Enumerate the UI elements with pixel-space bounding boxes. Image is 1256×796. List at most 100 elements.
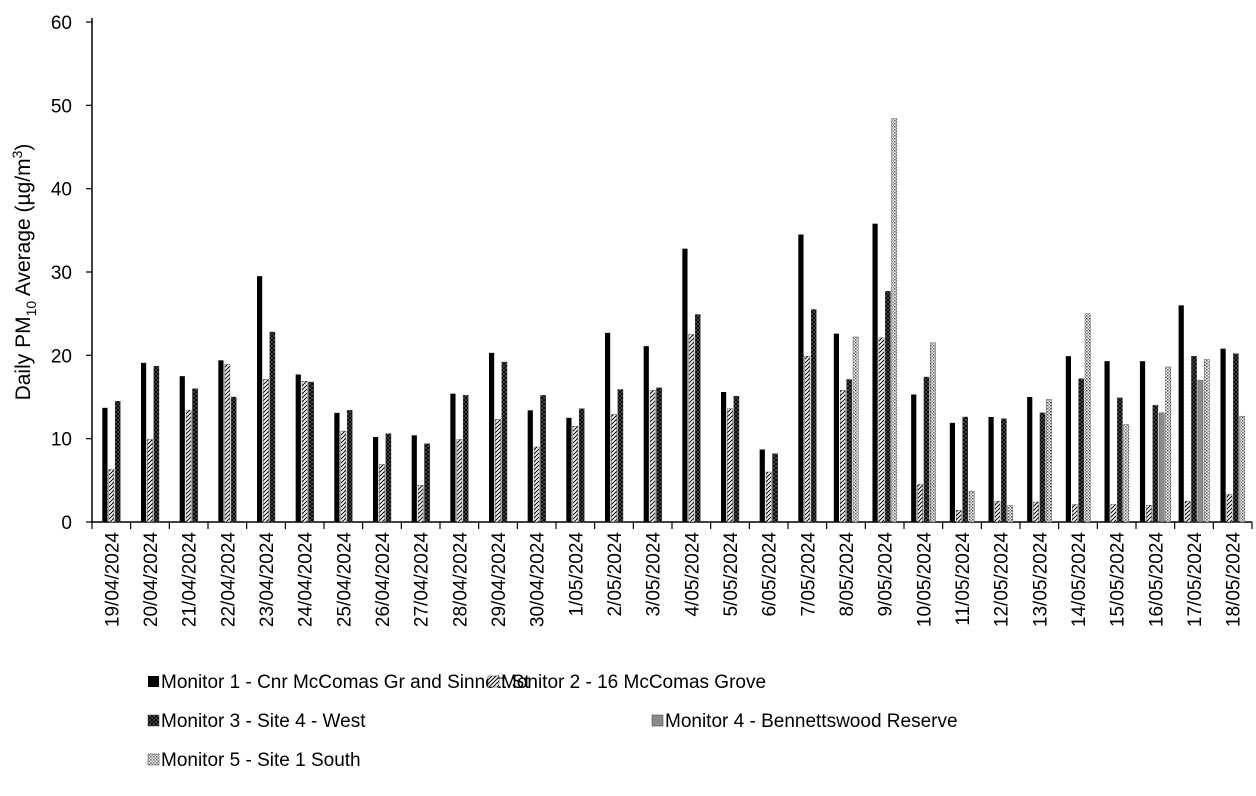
x-tick-label: 7/05/2024 (798, 532, 819, 617)
y-tick-label: 10 (51, 430, 72, 451)
bar-series-3-19 (846, 379, 852, 523)
x-tick-label: 19/04/2024 (102, 532, 123, 628)
bar-series-3-6 (346, 410, 353, 523)
bar-series-3-10 (501, 361, 508, 523)
legend-swatch-1 (148, 676, 159, 687)
x-tick-label: 10/05/2024 (914, 532, 935, 628)
x-tick-label: 15/05/2024 (1108, 532, 1129, 628)
bar-series-3-5 (308, 381, 314, 523)
bar-series-2-6 (340, 430, 347, 523)
bar-series-3-14 (656, 387, 662, 523)
x-tick-label: 12/05/2024 (992, 532, 1013, 628)
x-tick-label: 28/04/2024 (450, 532, 471, 628)
bar-series-1-29 (1220, 348, 1226, 522)
bar-series-1-4 (257, 276, 263, 522)
bar-series-2-3 (224, 364, 231, 523)
bar-series-3-13 (617, 389, 624, 523)
x-tick-label: 14/05/2024 (1069, 532, 1090, 628)
x-tick-label: 9/05/2024 (876, 532, 897, 617)
x-tick-label: 3/05/2024 (644, 532, 665, 617)
bar-series-3-26 (1117, 397, 1123, 523)
bar-series-3-27 (1152, 405, 1159, 523)
bar-series-3-7 (385, 433, 392, 523)
bar-series-2-12 (572, 425, 579, 523)
bar-series-2-26 (1110, 504, 1117, 523)
bar-series-3-1 (153, 365, 160, 523)
y-tick-label: 20 (51, 346, 72, 367)
x-tick-label: 21/04/2024 (180, 532, 201, 628)
x-tick-label: 29/04/2024 (489, 532, 510, 628)
bar-series-3-12 (578, 408, 585, 523)
bar-series-1-18 (798, 234, 804, 522)
legend-swatch-3 (147, 714, 160, 727)
legend-swatch-5 (147, 753, 160, 766)
bar-series-4-27 (1158, 412, 1165, 523)
bar-series-1-9 (450, 393, 456, 522)
bar-series-4-28 (1197, 380, 1204, 523)
x-tick-label: 1/05/2024 (566, 532, 587, 617)
bar-series-2-16 (727, 408, 733, 523)
bar-series-1-19 (833, 333, 839, 522)
bar-series-2-25 (1071, 504, 1078, 523)
bars (102, 118, 1246, 523)
bar-series-3-2 (192, 388, 198, 523)
bar-series-5-19 (852, 336, 859, 523)
y-tick-label: 60 (51, 13, 72, 34)
bar-series-1-10 (489, 352, 495, 522)
x-tick-labels: 19/04/2024 20/04/2024 21/04/2024 22/04/2024… (102, 532, 1244, 628)
bar-series-2-10 (495, 419, 501, 523)
bar-series-1-5 (295, 374, 301, 522)
x-tick-label: 2/05/2024 (605, 532, 626, 617)
x-tick-label: 5/05/2024 (721, 532, 742, 617)
legend-swatch-2 (487, 675, 500, 688)
bar-series-3-16 (733, 395, 740, 523)
bar-series-2-28 (1184, 500, 1191, 523)
bar-series-5-25 (1084, 313, 1091, 523)
legend-label-3: Monitor 3 - Site 4 - West (161, 711, 366, 732)
bar-series-2-29 (1226, 494, 1233, 523)
bar-series-2-24 (1033, 501, 1039, 523)
x-axis (91, 521, 1253, 529)
bar-series-2-15 (688, 334, 695, 523)
bar-series-2-23 (994, 500, 1001, 523)
legend-label-1: Monitor 1 - Cnr McComas Gr and Sinnott S… (161, 672, 530, 693)
x-tick-label: 11/05/2024 (953, 532, 974, 626)
bar-series-5-20 (891, 118, 898, 523)
y-tick-label: 30 (51, 263, 72, 284)
x-tick-label: 25/04/2024 (334, 532, 355, 628)
bar-series-5-24 (1046, 399, 1052, 523)
legend: Monitor 1 - Cnr McComas Gr and Sinnott S… (147, 672, 958, 771)
bar-series-1-27 (1139, 361, 1146, 522)
bar-series-3-4 (269, 331, 276, 523)
bar-series-3-11 (540, 395, 546, 523)
bar-series-2-0 (108, 469, 115, 523)
x-tick-label: 30/04/2024 (528, 532, 549, 628)
x-tick-label: 18/05/2024 (1224, 532, 1245, 628)
legend-label-5: Monitor 5 - Site 1 South (161, 750, 361, 771)
bar-series-2-1 (147, 439, 153, 523)
y-axis-label: Daily PM10 Average (µg/m3) (9, 144, 39, 401)
bar-series-1-13 (605, 332, 611, 522)
bar-series-3-28 (1191, 355, 1197, 523)
bar-series-3-8 (424, 443, 430, 523)
bar-series-5-27 (1165, 366, 1171, 523)
bar-series-1-3 (218, 360, 224, 522)
bar-series-2-5 (301, 380, 308, 523)
bar-series-3-25 (1078, 378, 1084, 523)
bar-series-5-23 (1007, 505, 1014, 523)
bar-series-2-27 (1146, 505, 1152, 523)
bar-series-1-11 (527, 410, 533, 522)
bar-series-1-14 (643, 346, 649, 522)
bar-series-1-17 (759, 449, 765, 522)
bar-series-2-20 (878, 337, 885, 523)
bar-series-1-0 (102, 407, 108, 522)
bar-series-1-21 (911, 394, 917, 522)
x-tick-label: 16/05/2024 (1146, 532, 1167, 628)
bar-series-1-2 (179, 376, 185, 522)
bar-series-1-28 (1178, 305, 1184, 522)
y-tick-label: 0 (61, 513, 72, 534)
bar-series-3-21 (923, 376, 930, 523)
bar-series-2-2 (185, 410, 192, 523)
y-axis: 0 10 20 30 40 50 60 (51, 13, 93, 534)
